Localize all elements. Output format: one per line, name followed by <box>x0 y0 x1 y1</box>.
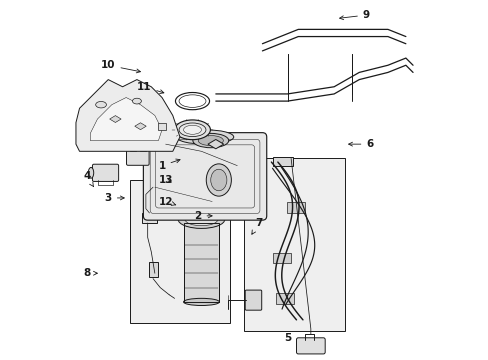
Text: 3: 3 <box>104 193 124 203</box>
Polygon shape <box>90 98 162 140</box>
Text: 4: 4 <box>83 171 93 186</box>
Ellipse shape <box>206 164 231 196</box>
Ellipse shape <box>178 211 224 228</box>
Text: 10: 10 <box>101 60 140 73</box>
Ellipse shape <box>176 130 233 144</box>
Text: 5: 5 <box>284 333 290 343</box>
Ellipse shape <box>132 98 141 104</box>
Bar <box>149 262 158 277</box>
Bar <box>158 123 166 130</box>
Ellipse shape <box>185 213 217 226</box>
Polygon shape <box>183 223 219 302</box>
Text: 6: 6 <box>348 139 373 149</box>
Polygon shape <box>135 123 146 130</box>
FancyBboxPatch shape <box>244 290 261 310</box>
Text: 11: 11 <box>137 82 163 94</box>
Bar <box>272 252 290 263</box>
FancyBboxPatch shape <box>92 164 119 181</box>
Polygon shape <box>109 116 121 122</box>
FancyBboxPatch shape <box>126 149 149 165</box>
Bar <box>129 147 136 151</box>
Bar <box>273 157 292 166</box>
Bar <box>142 213 156 223</box>
Ellipse shape <box>210 169 226 191</box>
Bar <box>244 158 344 330</box>
Polygon shape <box>76 80 180 151</box>
Text: 8: 8 <box>83 268 97 278</box>
Ellipse shape <box>198 135 223 145</box>
Bar <box>129 180 230 323</box>
Ellipse shape <box>183 298 219 306</box>
FancyBboxPatch shape <box>296 338 325 354</box>
Polygon shape <box>207 139 223 149</box>
Ellipse shape <box>183 125 201 134</box>
Text: 12: 12 <box>158 197 175 207</box>
FancyBboxPatch shape <box>143 133 266 220</box>
Text: 13: 13 <box>158 175 172 185</box>
Ellipse shape <box>179 123 205 136</box>
Text: 2: 2 <box>194 211 212 221</box>
Text: 7: 7 <box>251 218 262 234</box>
Bar <box>275 293 293 303</box>
Bar <box>151 179 163 187</box>
Ellipse shape <box>183 219 219 228</box>
Text: 1: 1 <box>158 159 180 171</box>
Bar <box>286 202 305 213</box>
Ellipse shape <box>96 102 106 108</box>
Ellipse shape <box>88 167 94 178</box>
Bar <box>140 147 146 151</box>
Ellipse shape <box>192 134 228 148</box>
Text: 9: 9 <box>339 10 369 20</box>
Ellipse shape <box>174 120 210 140</box>
